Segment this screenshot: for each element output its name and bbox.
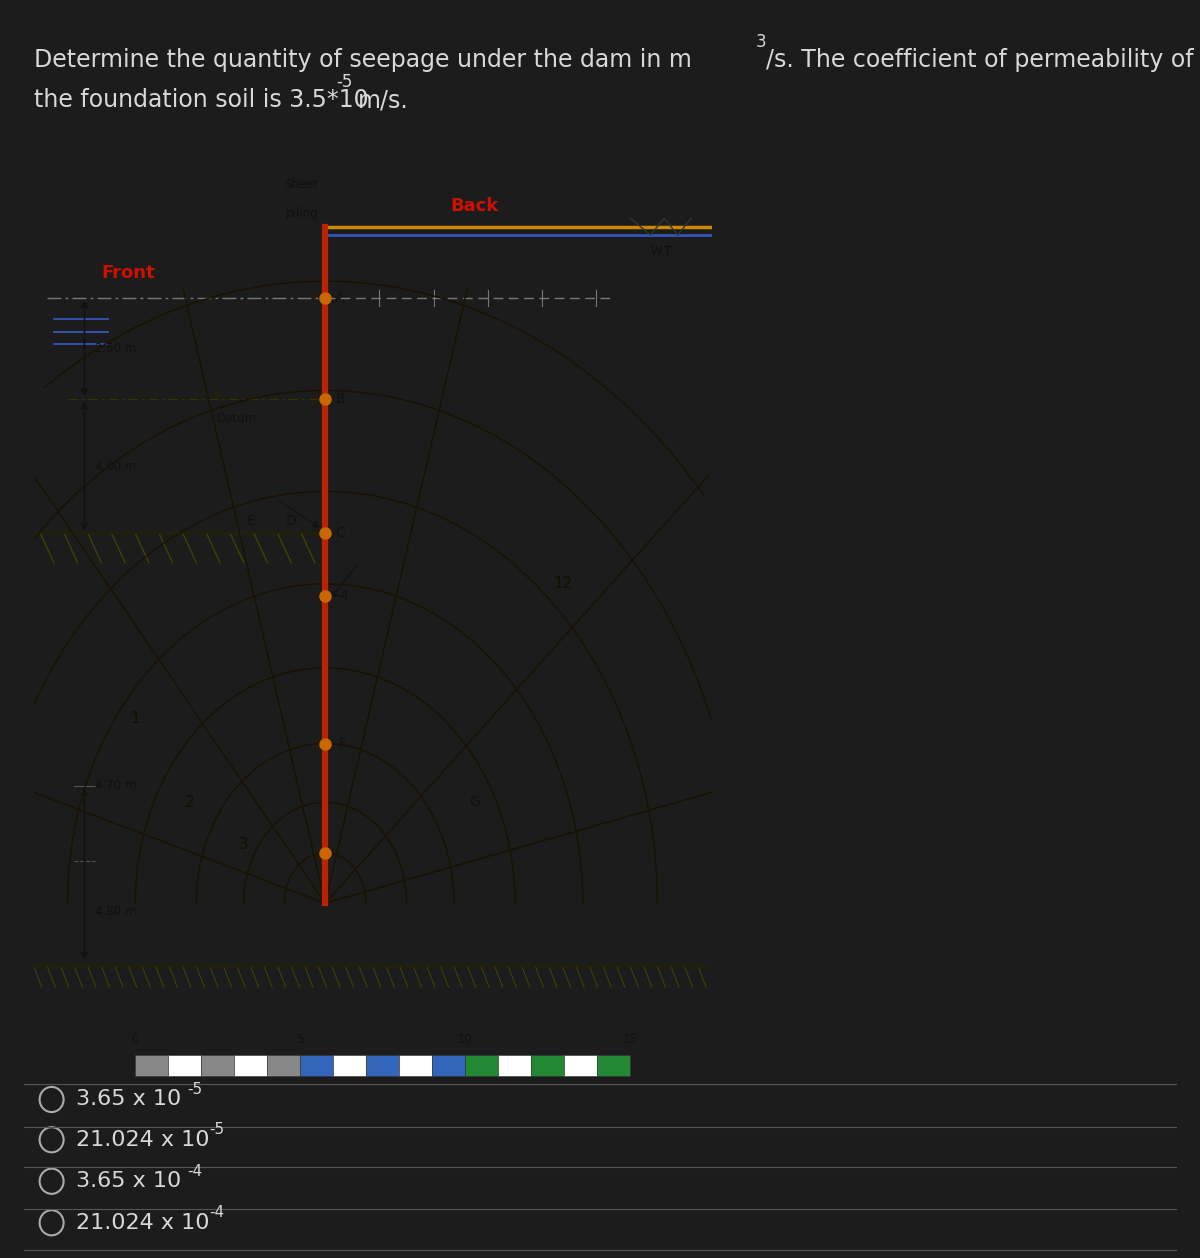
Text: 21.024 x 10: 21.024 x 10 <box>76 1213 216 1233</box>
Text: E: E <box>246 513 254 528</box>
Text: 3: 3 <box>756 33 767 50</box>
Text: 4.70 m: 4.70 m <box>95 779 136 793</box>
Text: 3.65 x 10: 3.65 x 10 <box>76 1089 188 1110</box>
Text: D: D <box>286 513 296 528</box>
Bar <box>300 1054 334 1076</box>
Bar <box>466 1054 498 1076</box>
Text: -4: -4 <box>210 1205 224 1220</box>
Bar <box>400 1054 432 1076</box>
Text: /s. The coefficient of permeability of: /s. The coefficient of permeability of <box>766 48 1193 72</box>
Bar <box>334 1054 366 1076</box>
Bar <box>168 1054 202 1076</box>
Text: 4.00 m: 4.00 m <box>95 459 136 473</box>
Text: W.T.: W.T. <box>650 245 674 258</box>
Text: G: G <box>469 795 480 809</box>
Text: 21.024 x 10: 21.024 x 10 <box>76 1130 216 1150</box>
Text: Back: Back <box>450 196 498 215</box>
Text: 2.50 m: 2.50 m <box>95 342 136 355</box>
Text: 3: 3 <box>239 837 248 852</box>
Bar <box>432 1054 466 1076</box>
Text: -5: -5 <box>210 1122 224 1137</box>
Text: piling: piling <box>286 208 318 220</box>
Text: A: A <box>335 291 344 304</box>
Text: 5: 5 <box>296 1033 304 1047</box>
Text: -5: -5 <box>336 73 353 91</box>
Text: 4.80 m: 4.80 m <box>95 906 136 918</box>
Text: -4: -4 <box>335 590 349 604</box>
Text: the foundation soil is 3.5*10: the foundation soil is 3.5*10 <box>34 88 368 112</box>
Text: m/s.: m/s. <box>358 88 408 112</box>
Text: 12: 12 <box>553 576 572 591</box>
Text: 10: 10 <box>458 1033 473 1047</box>
Bar <box>136 1054 168 1076</box>
Text: Sheet: Sheet <box>284 179 318 191</box>
Bar <box>498 1054 532 1076</box>
Text: C: C <box>335 526 346 541</box>
Bar <box>202 1054 234 1076</box>
Bar <box>598 1054 630 1076</box>
Text: 15: 15 <box>623 1033 637 1047</box>
Bar <box>532 1054 564 1076</box>
Text: 1: 1 <box>131 711 140 726</box>
Bar <box>366 1054 400 1076</box>
Text: -4: -4 <box>187 1164 203 1179</box>
Bar <box>234 1054 268 1076</box>
Text: B: B <box>335 392 344 406</box>
Text: 2: 2 <box>185 795 194 810</box>
Text: F: F <box>338 736 347 751</box>
Text: Front: Front <box>102 264 155 282</box>
Text: Determine the quantity of seepage under the dam in m: Determine the quantity of seepage under … <box>34 48 691 72</box>
Text: Datum: Datum <box>217 411 257 424</box>
Text: 0: 0 <box>132 1033 139 1047</box>
Bar <box>268 1054 300 1076</box>
Bar <box>564 1054 598 1076</box>
Text: 3.65 x 10: 3.65 x 10 <box>76 1171 188 1191</box>
Text: -5: -5 <box>187 1082 203 1097</box>
